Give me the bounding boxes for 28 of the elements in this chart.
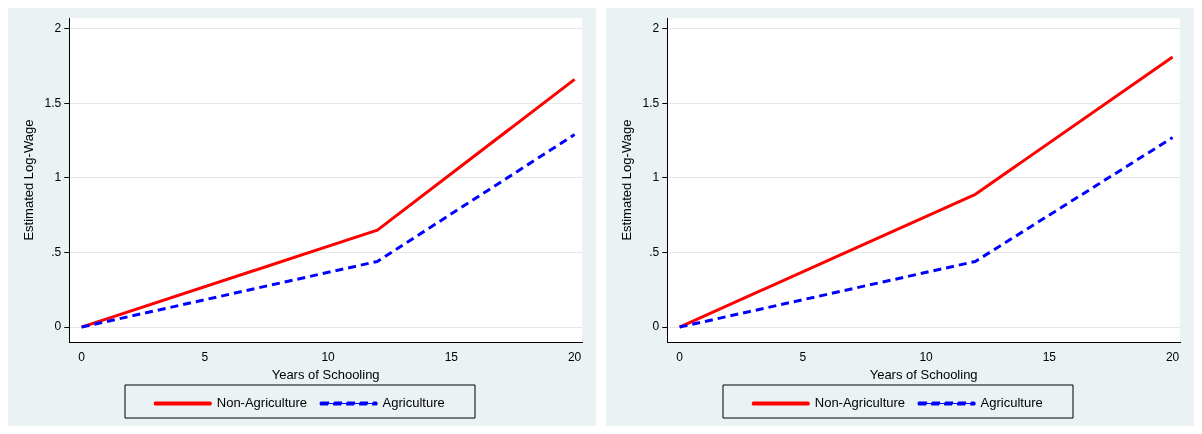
legend-label: Agriculture <box>382 395 445 411</box>
x-tick-label: 15 <box>444 349 459 364</box>
y-axis-title: Estimated Log-Wage <box>21 119 37 241</box>
x-tick-label: 0 <box>676 349 684 364</box>
y-tick-label: 0 <box>652 319 660 334</box>
x-tick-label: 20 <box>567 349 582 364</box>
x-tick-label: 20 <box>1165 349 1180 364</box>
y-tick-label: 0 <box>54 319 62 334</box>
y-tick-label: 1 <box>54 170 62 185</box>
x-tick-label: 10 <box>919 349 934 364</box>
x-tick-label: 10 <box>321 349 336 364</box>
x-axis-title: Years of Schooling <box>869 366 978 382</box>
y-tick-label: 1.5 <box>642 95 660 110</box>
y-tick-label: 1.5 <box>44 95 62 110</box>
x-tick-label: 5 <box>201 349 209 364</box>
x-tick-label: 5 <box>799 349 807 364</box>
x-tick-label: 15 <box>1042 349 1057 364</box>
y-axis-title: Estimated Log-Wage <box>619 119 635 241</box>
legend-label: Non-Agriculture <box>216 395 308 411</box>
y-tick-label: 2 <box>54 20 62 35</box>
x-tick-label: 0 <box>78 349 86 364</box>
legend-label: Agriculture <box>980 395 1043 411</box>
y-tick-label: .5 <box>51 244 62 259</box>
y-tick-label: 1 <box>652 170 660 185</box>
legend-label: Non-Agriculture <box>814 395 906 411</box>
x-axis-title: Years of Schooling <box>271 366 380 382</box>
y-tick-label: 2 <box>652 20 660 35</box>
y-tick-label: .5 <box>649 244 660 259</box>
